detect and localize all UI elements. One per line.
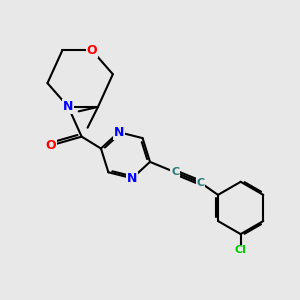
Text: C: C bbox=[171, 167, 179, 177]
Text: N: N bbox=[127, 172, 137, 185]
Text: N: N bbox=[114, 126, 124, 139]
Text: C: C bbox=[196, 178, 205, 188]
Text: Cl: Cl bbox=[235, 245, 247, 256]
Text: O: O bbox=[87, 44, 98, 57]
Text: N: N bbox=[63, 100, 74, 113]
Text: O: O bbox=[45, 139, 56, 152]
